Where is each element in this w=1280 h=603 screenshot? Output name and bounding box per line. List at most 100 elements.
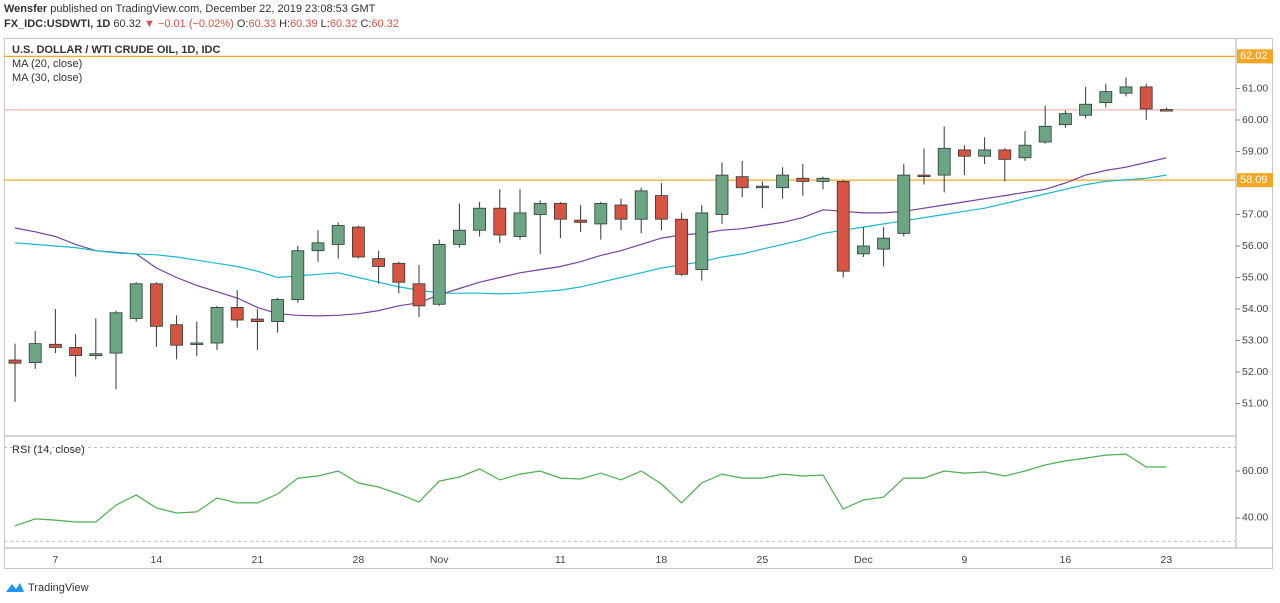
candle-body [412,283,426,307]
change: ▼ −0.01 (−0.02%) [144,18,234,30]
candle-body [533,203,547,215]
x-tick-label: 7 [52,554,58,566]
candle-body [594,203,608,225]
candle-body [655,195,668,220]
y-tick-label: 59.00 [1242,145,1268,157]
candle-body [917,174,931,178]
candle-body [1099,91,1113,104]
candle-body [49,343,62,348]
candle-body [958,149,971,157]
candle-body [291,250,305,300]
candle-body [372,258,386,267]
candle-body [998,149,1012,160]
legend-entry: MA (20, close) [12,58,82,70]
candle-body [250,318,264,322]
frame [4,38,1273,569]
candle-body [1038,125,1052,143]
level-tag-label: 58.09 [1240,174,1268,186]
ohlc-value: 60.39 [290,18,318,30]
candle-body [756,185,769,189]
candle-body [715,174,729,215]
candle-body [311,242,325,252]
candle-body [432,244,446,305]
y-tick-label: 57.00 [1242,208,1268,220]
level-tag [1237,173,1273,188]
ma-line [14,174,1167,295]
candle-body [493,207,507,236]
candle-body [69,347,82,357]
candle-body [937,147,951,176]
level-tag-label: 62.02 [1240,50,1268,62]
ohlc-label: H: [279,18,290,30]
candle-body [331,225,345,245]
candle-body [8,359,22,364]
published: published on TradingView.com, December 2… [50,3,375,15]
legend-entry: MA (30, close) [12,72,82,84]
x-tick-label: 18 [656,554,668,566]
y-tick-label: 55.00 [1242,271,1268,283]
candle-body [210,307,224,344]
candle-body [230,307,244,321]
symbol: FX_IDC:USDWTI, 1D [4,18,110,30]
line-series [14,453,1167,527]
candle-body [675,218,688,275]
candle-body [149,283,163,327]
candle-body [89,353,103,357]
y-tick-label: 54.00 [1242,303,1268,315]
y-tick-label: 56.00 [1242,240,1268,252]
y-tick-label: 61.00 [1242,82,1268,94]
logo [6,583,24,592]
candle-body [392,262,406,283]
x-tick-label: 28 [353,554,365,566]
x-tick-label: 16 [1060,554,1072,566]
candle-body [836,181,850,272]
legend-entry: RSI (14, close) [12,444,85,456]
candle-body [1139,86,1153,110]
candle-body [452,229,466,245]
candle-body [634,190,648,220]
ohlc-label: L: [321,18,330,30]
candle-body [735,176,749,189]
candle-body [857,245,870,255]
candle-body [129,283,143,319]
candle-body [513,212,527,237]
footer: TradingView [28,582,89,594]
x-tick-label: 21 [252,554,264,566]
y-tick-label: 52.00 [1242,366,1268,378]
candle-body [170,324,184,346]
candle-body [776,174,789,189]
candle-body [877,237,890,250]
candle-body [190,342,204,345]
author: Wensfer [4,3,48,15]
header-line: Wensfer published on TradingView.com, De… [4,3,376,15]
candle-body [554,203,567,220]
x-tick-label: 25 [757,554,769,566]
ma-line [14,157,1167,317]
level-tag [1237,49,1273,64]
y-tick-label: 60.00 [1242,114,1268,126]
ohlc-label: O: [237,18,249,30]
candle-body [109,312,123,354]
x-tick-label: 23 [1161,554,1173,566]
candle-body [1119,86,1133,94]
candle-body [978,149,991,157]
x-tick-label: Nov [430,554,449,566]
y-tick-label: 60.00 [1242,465,1268,477]
pane-title: U.S. DOLLAR / WTI CRUDE OIL, 1D, IDC [12,44,220,56]
candle-body [614,204,628,220]
candle-body [816,177,830,182]
y-tick-label: 40.00 [1242,512,1268,524]
candle-body [1018,144,1032,159]
y-tick-label: 51.00 [1242,397,1268,409]
ohlc-value: 60.32 [371,18,399,30]
candle-body [695,212,709,271]
candle-body [574,219,587,223]
x-tick-label: 14 [151,554,163,566]
last-price: 60.32 [113,18,141,30]
candle-body [473,207,487,231]
candle-body [1160,109,1173,112]
candle-body [897,174,911,234]
candle-body [1059,113,1072,126]
